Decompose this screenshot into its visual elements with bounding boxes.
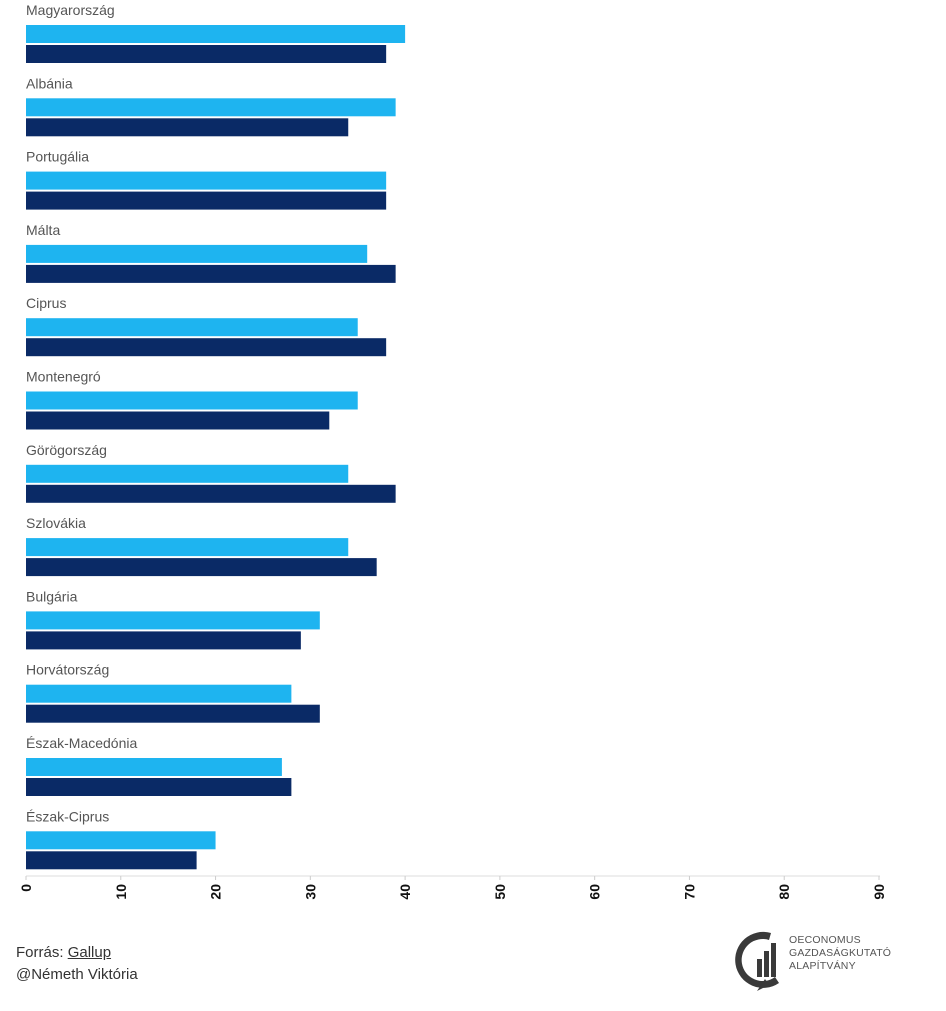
category-label: Magyarország <box>26 2 115 18</box>
logo-mark-icon <box>735 931 779 991</box>
x-tick-label: 0 <box>18 884 34 892</box>
bar-series-1 <box>26 98 396 117</box>
bar-series-2 <box>26 191 387 210</box>
x-tick-label: 40 <box>397 884 413 900</box>
bar-series-2 <box>26 631 301 650</box>
x-tick-label: 90 <box>871 884 887 900</box>
bar-series-1 <box>26 831 216 850</box>
category-label: Ciprus <box>26 295 66 311</box>
category-label: Portugália <box>26 149 89 165</box>
logo-line-2: GAZDASÁGKUTATÓ <box>789 946 891 959</box>
x-axis-ticks: 0 10 20 30 40 50 60 70 80 90 <box>18 876 887 900</box>
x-tick-label: 50 <box>492 884 508 900</box>
category-label: Montenegró <box>26 369 101 385</box>
category-label: Észak-Ciprus <box>26 808 109 824</box>
bars-layer <box>26 25 406 870</box>
bar-series-1 <box>26 25 406 43</box>
bar-chart: Magyarország Albánia Portugália Málta Ciprus… <box>18 2 887 900</box>
logo-line-1: OECONOMUS <box>789 934 861 946</box>
footer: Forrás: Gallup @Németh Viktória <box>16 942 138 986</box>
bar-series-2 <box>26 704 320 723</box>
x-tick-label: 70 <box>681 884 697 900</box>
category-label: Horvátország <box>26 662 109 678</box>
category-label: Észak-Macedónia <box>26 735 137 751</box>
author: @Németh Viktória <box>16 966 138 983</box>
bar-series-1 <box>26 684 292 703</box>
category-label: Görögország <box>26 442 107 458</box>
logo-line-3: ALAPÍTVÁNY <box>789 959 856 972</box>
bar-series-2 <box>26 851 197 870</box>
source-line: Forrás: Gallup <box>16 942 138 964</box>
x-tick-label: 20 <box>208 884 224 900</box>
bar-series-1 <box>26 244 368 263</box>
bar-series-1 <box>26 611 320 630</box>
bar-series-1 <box>26 758 282 776</box>
bar-series-1 <box>26 318 358 337</box>
category-labels: Magyarország Albánia Portugália Málta Ciprus… <box>26 2 137 824</box>
bar-series-2 <box>26 411 330 430</box>
category-label: Málta <box>26 222 60 238</box>
oeconomus-logo: OECONOMUS GAZDASÁGKUTATÓ ALAPÍTVÁNY <box>735 931 891 991</box>
bar-series-1 <box>26 538 349 557</box>
bar-series-1 <box>26 391 358 410</box>
bar-series-2 <box>26 338 387 357</box>
x-tick-label: 60 <box>587 884 603 900</box>
source-link[interactable]: Gallup <box>67 944 112 961</box>
bar-series-2 <box>26 118 349 137</box>
bar-series-2 <box>26 45 387 63</box>
bar-series-2 <box>26 558 377 577</box>
bar-series-1 <box>26 464 349 483</box>
bar-series-2 <box>26 264 396 283</box>
x-tick-label: 80 <box>776 884 792 900</box>
category-label: Szlovákia <box>26 515 86 531</box>
source-prefix: Forrás: <box>16 944 68 961</box>
bar-series-1 <box>26 171 387 190</box>
bar-series-2 <box>26 778 292 796</box>
x-tick-label: 30 <box>302 884 318 900</box>
x-tick-label: 10 <box>113 884 129 900</box>
bar-series-2 <box>26 484 396 503</box>
category-label: Bulgária <box>26 588 78 604</box>
category-label: Albánia <box>26 75 73 91</box>
